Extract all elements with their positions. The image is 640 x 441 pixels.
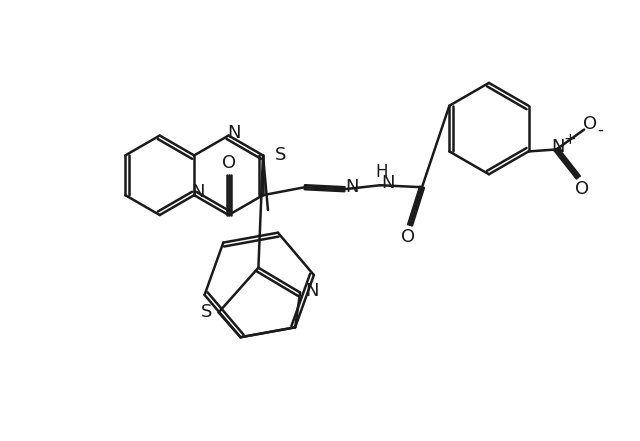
Text: O: O [583,115,597,133]
Text: O: O [401,228,415,246]
Text: N: N [346,178,359,196]
Text: O: O [575,180,589,198]
Text: N: N [381,174,395,192]
Text: N: N [191,183,205,201]
Text: O: O [221,154,236,172]
Text: S: S [275,146,287,164]
Text: -: - [597,120,603,138]
Text: N: N [227,123,240,142]
Text: N: N [305,281,319,299]
Text: H: H [375,163,387,181]
Text: +: + [563,132,575,147]
Text: N: N [552,138,565,157]
Text: S: S [201,303,212,321]
